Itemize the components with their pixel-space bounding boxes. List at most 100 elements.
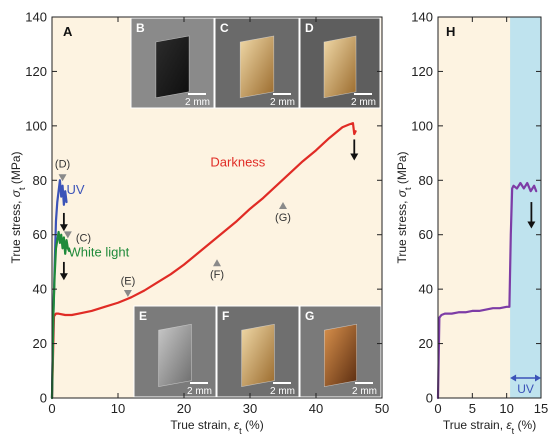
ylabel-label-part-1: σ xyxy=(395,189,409,197)
marker-label: (F) xyxy=(210,269,224,281)
panel-a-x-ticks: 0 10 20 30 40 50 xyxy=(48,17,389,416)
marker-label: (G) xyxy=(275,212,291,224)
down-arrow-icon xyxy=(59,212,68,232)
marker-g: (G) xyxy=(275,202,291,224)
x-tick-label: 40 xyxy=(309,401,323,416)
xlabel-label-part-1: ε xyxy=(506,418,512,432)
inset-label: D xyxy=(305,21,314,35)
y-tick-label: 0 xyxy=(40,391,47,406)
scale-bar-label: 2 mm xyxy=(270,97,295,108)
y-tick-label: 140 xyxy=(411,10,433,25)
panel-h-y-ticks: 0 20 40 60 80 100 120 140 xyxy=(411,10,541,406)
y-tick-label: 140 xyxy=(25,10,47,25)
y-tick-label: 40 xyxy=(33,282,47,297)
x-tick-label: 10 xyxy=(499,401,513,416)
scale-bar-label: 2 mm xyxy=(185,97,210,108)
y-tick-label: 120 xyxy=(25,64,47,79)
series-label-white-light: White light xyxy=(69,244,130,259)
marker-label: (E) xyxy=(121,275,136,287)
x-tick-label: 15 xyxy=(534,401,548,416)
x-tick-label: 20 xyxy=(177,401,191,416)
panel-a-label: A xyxy=(63,24,73,39)
series-label-uv: UV xyxy=(67,182,85,197)
xlabel-label-part-0: True strain, xyxy=(170,418,234,432)
xlabel-label-part-3: (%) xyxy=(514,418,536,432)
marker-e: (E) xyxy=(121,275,136,297)
panel-h-markers xyxy=(527,202,536,229)
scale-bar-label: 2 mm xyxy=(352,386,377,397)
panel-a-y-ticks: 0 20 40 60 80 100 120 140 xyxy=(25,10,382,406)
x-tick-label: 0 xyxy=(434,401,441,416)
series-line-white-light xyxy=(50,230,71,400)
specimen-block xyxy=(158,323,192,387)
xlabel-label-part-0: True strain, xyxy=(443,418,507,432)
ylabel-label-part-3: (MPa) xyxy=(395,151,409,187)
up-triangle-icon xyxy=(279,202,287,210)
scale-bar-label: 2 mm xyxy=(270,386,295,397)
panel-a-y-axis-label: True stress, σt (MPa) xyxy=(9,151,27,263)
ylabel-label-part-1: σ xyxy=(9,189,23,197)
ylabel-label-part-2: t xyxy=(403,187,413,190)
panel-a-insets: B 2 mm C 2 mm D 2 mm E 2 mm F 2 mm G 2 mm xyxy=(130,17,382,398)
inset-photo-b: B 2 mm xyxy=(130,17,215,109)
marker-d: (D) xyxy=(55,158,70,182)
y-tick-label: 120 xyxy=(411,64,433,79)
inset-label: B xyxy=(136,21,145,35)
x-tick-label: 30 xyxy=(243,401,257,416)
specimen-block xyxy=(155,35,190,99)
panel-a-markers: (D) (C) (E) (F) (G) xyxy=(55,139,359,297)
down-triangle-icon xyxy=(63,231,72,239)
panel-a-series-labels: Darkness UV White light xyxy=(67,155,266,260)
down-arrow-icon xyxy=(59,261,68,281)
up-triangle-icon xyxy=(213,259,221,267)
right-arrow-icon xyxy=(535,374,541,382)
marker-label: (D) xyxy=(55,158,70,170)
series-line-0 xyxy=(436,181,538,400)
inset-label: G xyxy=(305,309,314,323)
panel-a-frame xyxy=(51,16,383,399)
inset-photo-c: C 2 mm xyxy=(214,17,300,109)
down-arrow-icon xyxy=(350,139,359,161)
panel-h-series xyxy=(436,181,538,400)
inset-label: F xyxy=(222,309,229,323)
inset-photo-g: G 2 mm xyxy=(299,305,382,398)
panel-h-x-axis-label: True strain, εt (%) xyxy=(443,418,536,436)
y-tick-label: 40 xyxy=(419,282,433,297)
panel-h-label: H xyxy=(446,24,455,39)
x-tick-label: 10 xyxy=(111,401,125,416)
ylabel-label-part-0: True stress, xyxy=(395,197,409,263)
ylabel-label-part-3: (MPa) xyxy=(9,151,23,187)
y-tick-label: 20 xyxy=(419,336,433,351)
xlabel-label-part-3: (%) xyxy=(242,418,264,432)
panel-h-x-ticks: 0 5 10 15 xyxy=(434,17,548,416)
y-tick-label: 0 xyxy=(426,391,433,406)
xlabel-label-part-1: ε xyxy=(234,418,240,432)
down-triangle-icon xyxy=(123,289,132,297)
series-label-darkness: Darkness xyxy=(210,155,265,170)
y-tick-label: 60 xyxy=(33,227,47,242)
xlabel-label-part-2: t xyxy=(239,426,242,436)
scale-bar-label: 2 mm xyxy=(351,97,376,108)
marker-c: (C) xyxy=(63,231,91,244)
inset-label: E xyxy=(139,309,147,323)
inset-photo-d: D 2 mm xyxy=(299,17,381,109)
inset-photo-f: F 2 mm xyxy=(216,305,300,398)
y-tick-label: 80 xyxy=(33,173,47,188)
panel-h-uv-region xyxy=(510,17,541,398)
specimen-block xyxy=(323,323,358,387)
x-tick-label: 50 xyxy=(375,401,389,416)
panel-a-series xyxy=(50,122,357,400)
down-arrow-icon xyxy=(527,202,536,229)
down-triangle-icon xyxy=(58,174,67,182)
inset-label: C xyxy=(220,21,229,35)
ylabel-label-part-0: True stress, xyxy=(9,197,23,263)
panel-h-uv-bar: UV xyxy=(510,374,541,396)
y-tick-label: 100 xyxy=(411,118,433,133)
specimen-block xyxy=(323,35,357,99)
marker-label: (C) xyxy=(76,232,91,244)
xlabel-label-part-2: t xyxy=(512,426,515,436)
scale-bar-label: 2 mm xyxy=(187,386,212,397)
inset-photo-e: E 2 mm xyxy=(133,305,217,398)
y-tick-label: 20 xyxy=(33,336,47,351)
